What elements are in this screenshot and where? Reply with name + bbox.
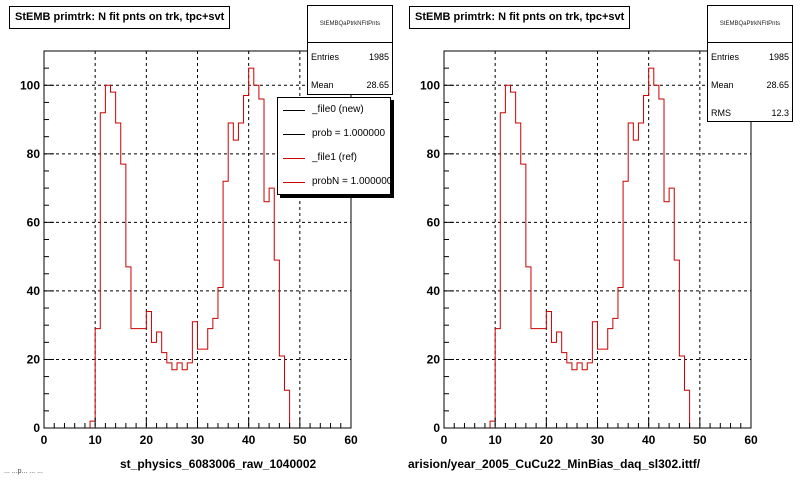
legend-label: prob = 1.000000 <box>312 128 386 139</box>
stats-value: 28.65 <box>766 80 789 90</box>
stats-value: 1985 <box>768 52 789 62</box>
x-tick-label: 50 <box>693 433 707 447</box>
y-tick-label: 40 <box>27 284 41 298</box>
stats-name: StEMBQaPtrkNFitPnts <box>308 6 392 43</box>
x-tick-label: 50 <box>293 433 307 447</box>
x-tick-label: 40 <box>642 433 656 447</box>
legend-swatch <box>283 110 305 111</box>
legend-entry: probN = 1.000000 <box>278 170 390 194</box>
x-tick-label: 10 <box>88 433 102 447</box>
legend: _file0 (new) prob = 1.000000 _file1 (ref… <box>277 97 391 195</box>
legend-swatch <box>283 158 305 159</box>
legend-entry: prob = 1.000000 <box>278 122 390 146</box>
histogram-series-line <box>444 67 751 429</box>
stats-box: StEMBQaPtrkNFitPnts Entries 1985 Mean 28… <box>307 5 393 95</box>
stats-value: 12.3 <box>771 108 789 118</box>
x-axis-label: arision/year_2005_CuCu22_MinBias_daq_sl3… <box>408 457 701 471</box>
x-tick-label: 30 <box>591 433 605 447</box>
legend-label: probN = 1.000000 <box>312 176 391 187</box>
histogram-chart-left: 0 10 20 30 40 50 60 0 20 40 60 80 100 <box>20 50 358 447</box>
x-tick-label: 60 <box>344 433 358 447</box>
x-tick-label: 0 <box>441 433 448 447</box>
stats-value: 1985 <box>368 52 389 62</box>
y-tick-label: 80 <box>427 147 441 161</box>
x-tick-label: 60 <box>744 433 758 447</box>
stats-value: 28.65 <box>366 80 389 90</box>
histogram-panel-left: 0 10 20 30 40 50 60 0 20 40 60 80 100 StEMB primtrk:… <box>4 5 393 475</box>
y-tick-label: 100 <box>20 78 40 92</box>
legend-label: _file0 (new) <box>312 104 364 115</box>
chart-title: StEMB primtrk: N fit pnts on trk, tpc+sv… <box>409 6 631 29</box>
y-tick-label: 100 <box>420 78 440 92</box>
y-tick-label: 0 <box>33 421 40 435</box>
legend-entry: _file1 (ref) <box>278 146 390 170</box>
legend-label: _file1 (ref) <box>312 152 358 163</box>
stats-name: StEMBQaPtrkNFitPnts <box>708 6 792 43</box>
stats-label: Mean <box>311 80 334 90</box>
footer-text: ... ...p... ... ... <box>4 468 43 475</box>
stats-row-mean: Mean 28.65 <box>708 71 792 99</box>
stats-label: Entries <box>311 52 340 62</box>
stats-label: Entries <box>711 52 740 62</box>
stats-row-entries: Entries 1985 <box>708 43 792 71</box>
stats-row-entries: Entries 1985 <box>308 43 392 71</box>
stats-row-mean: Mean 28.65 <box>308 71 392 99</box>
y-tick-label: 0 <box>433 421 440 435</box>
x-tick-label: 40 <box>242 433 256 447</box>
chart-title: StEMB primtrk: N fit pnts on trk, tpc+sv… <box>9 6 231 29</box>
x-axis-label: st_physics_6083006_raw_1040002 <box>120 457 317 471</box>
x-tick-label: 30 <box>191 433 205 447</box>
legend-swatch <box>283 182 305 183</box>
stats-label: RMS <box>711 108 731 118</box>
legend-swatch <box>283 134 305 135</box>
histogram-chart-right: 0 10 20 30 40 50 60 0 20 40 60 80 100 <box>420 50 758 447</box>
stats-label: Mean <box>711 80 734 90</box>
histogram-panel-right: 0 10 20 30 40 50 60 0 20 40 60 80 100 StEMB primtrk:… <box>400 0 800 480</box>
x-tick-label: 0 <box>41 433 48 447</box>
y-tick-label: 80 <box>27 147 41 161</box>
y-tick-label: 60 <box>427 215 441 229</box>
y-tick-label: 20 <box>427 352 441 366</box>
y-tick-label: 20 <box>27 352 41 366</box>
x-tick-label: 20 <box>140 433 154 447</box>
y-tick-label: 60 <box>27 215 41 229</box>
legend-entry: _file0 (new) <box>278 98 390 122</box>
x-tick-label: 20 <box>540 433 554 447</box>
y-tick-label: 40 <box>427 284 441 298</box>
x-tick-label: 10 <box>488 433 502 447</box>
stats-row-rms: RMS 12.3 <box>708 99 792 127</box>
stats-box: StEMBQaPtrkNFitPnts Entries 1985 Mean 28… <box>707 5 793 122</box>
histogram-series-line <box>44 67 351 429</box>
